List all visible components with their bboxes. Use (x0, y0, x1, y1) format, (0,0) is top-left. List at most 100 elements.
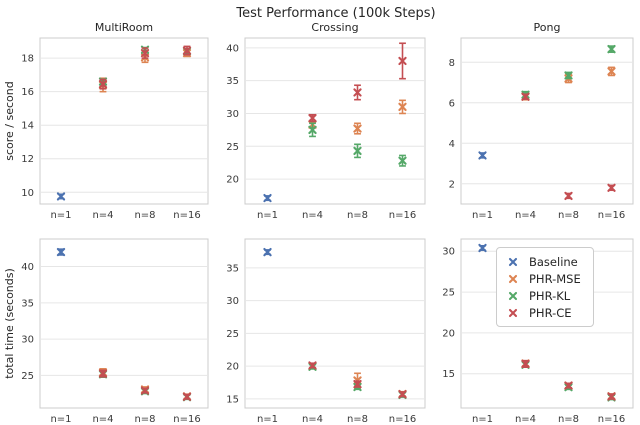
data-point-phr-kl-n-16 (398, 156, 407, 165)
data-point-baseline-n-1 (263, 193, 272, 203)
y-tick-label: 35 (21, 298, 34, 309)
y-tick-label: 12 (21, 154, 34, 165)
y-tick-label: 20 (226, 362, 239, 373)
plot-area (39, 238, 209, 409)
data-point-baseline-n-1 (478, 151, 487, 160)
x-tick-label: n=8 (558, 414, 579, 425)
x-tick-label: n=16 (173, 210, 200, 221)
legend-x-marker-icon (508, 257, 518, 266)
series-baseline (263, 193, 272, 203)
legend-item-phr-ce: PHR-CE (506, 305, 581, 320)
x-tick-label: n=16 (173, 414, 200, 425)
y-tick-label: 15 (442, 369, 455, 380)
data-point-phr-ce-n-8 (140, 386, 150, 395)
legend-label: Baseline (529, 254, 578, 269)
legend-label: PHR-KL (529, 288, 571, 303)
data-point-phr-ce-n-16 (398, 390, 407, 399)
y-tick-label: 35 (226, 76, 239, 87)
y-tick-label: 30 (226, 109, 239, 120)
legend-label: PHR-MSE (529, 271, 581, 286)
series-phr-ce (98, 45, 192, 90)
y-tick-label: 15 (226, 394, 239, 405)
legend-item-baseline: Baseline (506, 254, 581, 269)
y-tick-label: 25 (21, 371, 34, 382)
data-point-baseline-n-1 (263, 247, 272, 257)
y-tick-label: 40 (226, 43, 239, 54)
data-point-phr-kl-n-8 (564, 71, 573, 80)
y-tick-label: 8 (449, 58, 455, 69)
data-point-phr-mse-n-16 (398, 102, 407, 112)
data-point-phr-ce-n-16 (398, 56, 407, 66)
subplot-pong-0: 2 4 6 8 n=1 n=4 n=8 n=16 Pong (449, 21, 634, 221)
data-point-phr-ce-n-8 (140, 48, 150, 58)
legend-x-marker-icon (508, 274, 518, 283)
x-tick-label: n=4 (302, 414, 323, 425)
legend: Baseline PHR-MSE PHR-KL PHR-CE (496, 247, 594, 327)
plot-area (460, 37, 634, 205)
plot-area (244, 238, 426, 409)
y-axis-label: total time (seconds) (3, 268, 16, 379)
subplot-crossing-0: 20 25 30 35 40 n=1 n=4 n=8 n=16 Crossing (226, 21, 426, 221)
y-tick-label: 20 (442, 328, 455, 339)
data-point-phr-ce-n-4 (98, 79, 108, 89)
series-baseline (263, 247, 272, 257)
subplot-title: Crossing (311, 21, 358, 34)
data-point-phr-mse-n-8 (353, 124, 362, 133)
series-phr-ce (308, 42, 407, 123)
y-tick-label: 35 (226, 263, 239, 274)
y-tick-label: 40 (21, 262, 34, 273)
subplot-title: MultiRoom (95, 21, 153, 34)
y-tick-label: 30 (442, 247, 455, 258)
x-tick-label: n=4 (92, 210, 113, 221)
legend-item-phr-kl: PHR-KL (506, 288, 581, 303)
x-tick-label: n=4 (515, 210, 536, 221)
legend-label: PHR-CE (529, 305, 572, 320)
y-tick-label: 4 (449, 139, 455, 150)
series-phr-ce (98, 369, 192, 401)
y-tick-label: 30 (226, 296, 239, 307)
legend-x-marker-icon (508, 291, 518, 300)
data-point-phr-ce-n-8 (564, 381, 573, 390)
legend-x-marker-icon (508, 308, 518, 317)
y-tick-label: 2 (449, 179, 455, 190)
x-tick-label: n=1 (472, 210, 493, 221)
x-tick-label: n=1 (257, 210, 278, 221)
data-point-phr-kl-n-16 (607, 44, 616, 54)
data-point-baseline-n-1 (56, 192, 66, 201)
series-phr-ce (521, 359, 616, 401)
data-point-phr-kl-n-4 (308, 125, 317, 135)
x-tick-label: n=16 (598, 210, 625, 221)
data-point-baseline-n-1 (478, 243, 487, 253)
series-baseline (478, 243, 487, 253)
x-tick-label: n=4 (92, 414, 113, 425)
data-point-phr-ce-n-8 (353, 379, 362, 389)
data-point-phr-ce-n-4 (521, 359, 530, 369)
y-tick-label: 25 (226, 142, 239, 153)
series-baseline (56, 247, 66, 257)
data-point-phr-ce-n-4 (308, 361, 317, 370)
x-tick-label: n=4 (515, 414, 536, 425)
data-point-phr-ce-n-16 (607, 392, 616, 401)
subplot-r1c1-1: 15 20 25 30 35 n=1 n=4 n=8 n=16 (226, 238, 426, 425)
data-point-phr-ce-n-8 (353, 88, 362, 97)
x-tick-label: n=1 (257, 414, 278, 425)
data-point-phr-mse-n-16 (607, 67, 616, 76)
series-phr-kl (308, 122, 407, 167)
y-tick-label: 25 (226, 329, 239, 340)
plot-area (39, 37, 209, 205)
subplot-multiroom-0: 10 12 14 16 18 n=1 n=4 n=8 n=16 MultiRoom score / … (3, 21, 209, 221)
series-baseline (56, 192, 66, 201)
data-point-phr-ce-n-4 (98, 369, 108, 378)
y-tick-label: 30 (21, 335, 34, 346)
data-point-phr-ce-n-8 (564, 191, 573, 201)
y-tick-label: 16 (21, 87, 34, 98)
x-tick-label: n=16 (598, 414, 625, 425)
data-point-phr-ce-n-4 (308, 113, 317, 123)
legend-item-phr-mse: PHR-MSE (506, 271, 581, 286)
data-point-baseline-n-1 (56, 247, 66, 257)
x-tick-label: n=1 (50, 414, 71, 425)
data-point-phr-ce-n-4 (521, 92, 530, 101)
data-point-phr-ce-n-16 (607, 183, 616, 192)
y-tick-label: 18 (21, 54, 34, 65)
